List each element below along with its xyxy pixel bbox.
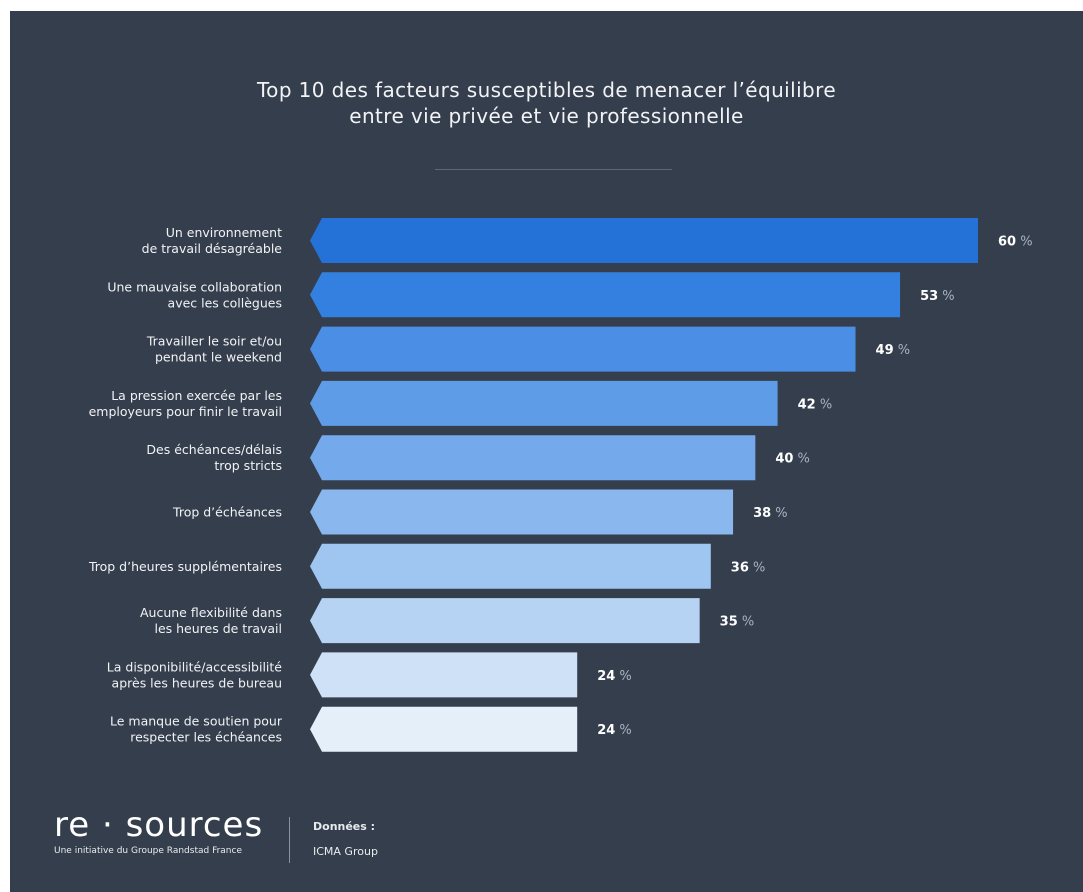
category-label: respecter les échéances — [130, 730, 282, 745]
value-label: 35 % — [720, 615, 755, 630]
category-label: Un environnement — [166, 225, 282, 240]
category-label: Une mauvaise collaboration — [107, 279, 282, 294]
category-label: de travail désagréable — [142, 241, 283, 256]
value-label: 24 % — [597, 723, 632, 738]
value-label: 38 % — [753, 506, 788, 521]
bar — [310, 272, 901, 318]
value-label: 53 % — [920, 289, 955, 304]
category-label: Aucune flexibilité dans — [140, 605, 282, 620]
bar — [310, 435, 756, 481]
category-label: Travailler le soir et/ou — [146, 334, 282, 349]
category-label: avec les collègues — [168, 295, 282, 310]
category-label: La disponibilité/accessibilité — [107, 659, 282, 674]
bar — [310, 543, 711, 589]
value-label: 49 % — [876, 343, 911, 358]
footer-divider — [289, 817, 290, 863]
chart-title-line-1: Top 10 des facteurs susceptibles de mena… — [256, 78, 837, 102]
bar — [310, 652, 578, 698]
bar — [310, 598, 700, 644]
category-label: trop stricts — [214, 458, 282, 473]
bar — [310, 706, 578, 752]
title-divider — [435, 169, 672, 170]
category-label: employeurs pour finir le travail — [89, 404, 282, 419]
bar-row: Trop d’heures supplémentaires 36 % — [88, 543, 766, 589]
value-label: 40 % — [775, 452, 810, 467]
value-label: 24 % — [597, 669, 632, 684]
category-label: Trop d’heures supplémentaires — [88, 559, 282, 574]
category-label: Trop d’échéances — [172, 505, 282, 520]
category-label: les heures de travail — [154, 621, 282, 636]
chart-title-line-2: entre vie privée et vie professionnelle — [349, 104, 744, 128]
category-label: après les heures de bureau — [112, 675, 282, 690]
brand-logo: re · sources Une initiative du Groupe Ra… — [54, 807, 263, 857]
value-label: 60 % — [998, 235, 1033, 250]
chart-title: Top 10 des facteurs susceptibles de mena… — [10, 77, 1083, 129]
bar — [310, 218, 978, 263]
source-value: ICMA Group — [313, 845, 378, 858]
brand-logo-text: re · sources — [54, 805, 264, 845]
category-label: pendant le weekend — [155, 350, 282, 365]
category-label: Le manque de soutien pour — [110, 714, 283, 729]
category-label: La pression exercée par les — [111, 388, 282, 403]
value-label: 42 % — [798, 397, 833, 412]
chart-card: Top 10 des facteurs susceptibles de mena… — [10, 11, 1083, 892]
brand-logo-subtitle: Une initiative du Groupe Randstad France — [54, 846, 242, 856]
value-label: 36 % — [731, 560, 766, 575]
bar — [310, 380, 778, 426]
source-block: Données : ICMA Group — [313, 820, 378, 859]
category-label: Des échéances/délais — [146, 442, 282, 457]
bar-row: Trop d’échéances 38 % — [172, 489, 788, 535]
bar — [310, 489, 734, 535]
source-label: Données : — [313, 820, 376, 833]
bar — [310, 326, 856, 372]
